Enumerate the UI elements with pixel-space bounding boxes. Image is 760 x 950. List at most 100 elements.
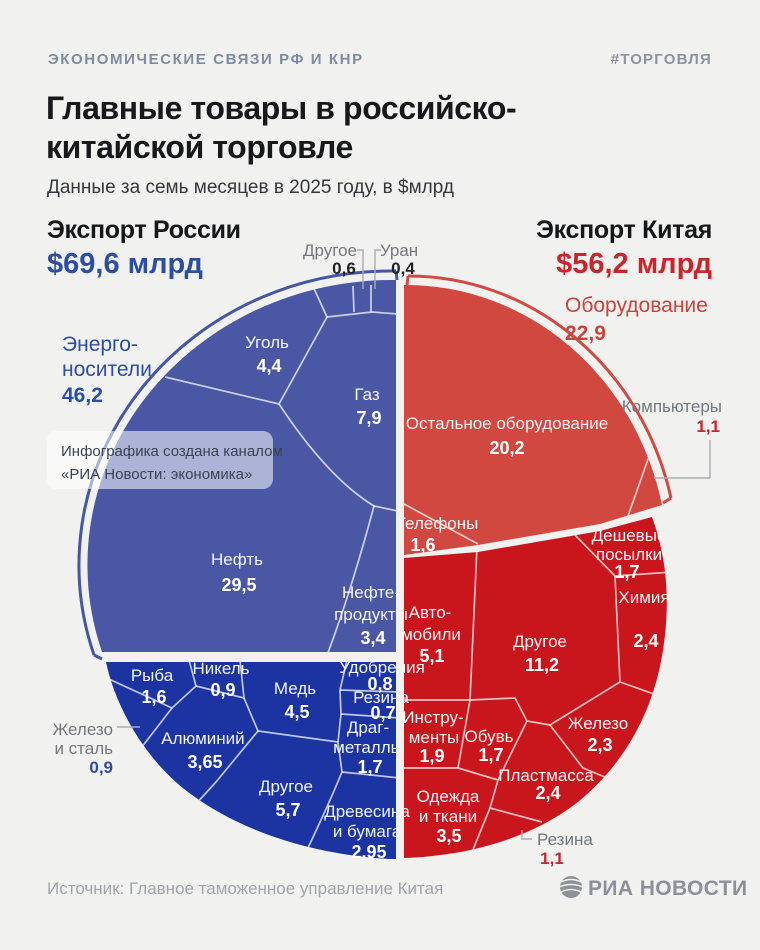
cell-tools-label2: менты (409, 728, 460, 747)
china-export-title: Экспорт Китая (536, 216, 712, 244)
credit-note-line2: «РИА Новости: экономика» (61, 466, 252, 483)
cell-tools-value: 1,9 (419, 746, 444, 766)
china-group-bracket (405, 274, 673, 505)
callout-iron-steel-label2: и сталь (54, 739, 113, 758)
callout-computers-label: Компьютеры (622, 397, 722, 416)
equipment-group-label: Оборудование 22,9 (565, 294, 708, 345)
cell-plastics-value: 2,4 (535, 783, 560, 803)
cell-fish-label: Рыба (131, 666, 174, 685)
credit-note-line1: Инфографика создана каналом (61, 443, 283, 460)
cell-iron-cn-label: Железо (568, 714, 628, 733)
page-title-line2: китайской торговле (46, 129, 353, 165)
cell-oil-products-value: 3,4 (360, 628, 385, 648)
russia-other-cell-boundaries (106, 662, 396, 853)
cell-other-ru-label: Другое (259, 777, 313, 796)
cell-footwear-value: 1,7 (478, 745, 503, 765)
cell-gas-value: 7,9 (356, 408, 381, 428)
cell-chemicals-label: Химия (618, 588, 669, 607)
cell-oil-label: Нефть (211, 550, 263, 569)
callout-iron-steel-value: 0,9 (89, 758, 113, 777)
energy-group-label: Энерго- носители 46,2 (62, 333, 152, 407)
equipment-group-value: 22,9 (565, 322, 606, 345)
china-other-cell-boundaries (404, 533, 667, 853)
cell-plastics-label: Пластмасса (498, 766, 594, 785)
cell-oil-products-label: Нефте- (342, 583, 400, 602)
cell-clothing-value: 3,5 (436, 826, 461, 846)
callout-other-top-label: Другое (303, 241, 357, 260)
cell-copper-value: 4,5 (284, 702, 309, 722)
callout-computers: Компьютеры 1,1 (622, 397, 722, 479)
cell-tools-label: Инстру- (402, 708, 463, 727)
china-other-group (404, 517, 667, 858)
cell-coal-label: Уголь (245, 333, 289, 352)
hashtag: #ТОРГОВЛЯ (611, 51, 712, 68)
callout-rubber-cn-label: Резина (537, 830, 593, 849)
cell-phones-label: Телефоны (396, 514, 479, 533)
kicker: ЭКОНОМИЧЕСКИЕ СВЯЗИ РФ И КНР (48, 51, 364, 68)
cell-gas-label: Газ (354, 385, 380, 404)
china-export-amount: $56,2 млрд (556, 248, 712, 280)
callout-other-top: Другое 0,6 (303, 241, 364, 289)
page-subtitle: Данные за семь месяцев в 2025 году, в $м… (47, 177, 454, 198)
cell-coal-value: 4,4 (256, 356, 281, 376)
russia-energy-cell-boundaries (164, 281, 397, 652)
cell-other-ru-value: 5,7 (275, 800, 300, 820)
cell-aluminum-value: 3,65 (187, 752, 222, 772)
cell-cheap-parcels-label: Дешевые (592, 526, 667, 545)
cell-wood-label2: и бумага (333, 822, 402, 841)
cell-precious-metals-label: Драг- (347, 718, 389, 737)
cell-fertilizers-value: 0,8 (367, 674, 392, 694)
cell-wood-label: Древесина (324, 802, 410, 821)
cell-cars-value: 5,1 (419, 646, 444, 666)
russia-export-amount: $69,6 млрд (47, 248, 203, 280)
cell-aluminum-label: Алюминий (161, 729, 244, 748)
cell-oil-products-label2: продукты (334, 605, 408, 624)
cell-cheap-parcels-label2: посылки (596, 545, 662, 564)
cell-iron-cn-value: 2,3 (587, 735, 612, 755)
cell-other-cn-value: 11,2 (525, 655, 559, 675)
page-title-line1: Главные товары в российско- (46, 90, 516, 126)
callout-rubber-cn: Резина 1,1 (521, 830, 593, 868)
cell-cars-label2: мобили (401, 625, 461, 644)
russia-other-group (106, 662, 396, 859)
cell-other-cn-label: Другое (513, 632, 567, 651)
cell-other-equipment-label: Остальное оборудование (406, 414, 608, 433)
russia-export-title: Экспорт России (47, 216, 241, 244)
callout-iron-steel-label: Железо (53, 720, 113, 739)
ria-logo-text: РИА НОВОСТИ (588, 877, 748, 900)
callout-rubber-cn-value: 1,1 (540, 849, 564, 868)
cell-nickel-label: Никель (192, 659, 249, 678)
cell-fish-value: 1,6 (141, 687, 166, 707)
cell-precious-metals-label2: металлы (333, 738, 403, 757)
callout-computers-value: 1,1 (696, 417, 720, 436)
energy-group-value: 46,2 (62, 384, 103, 407)
cell-cheap-parcels-value: 1,7 (614, 562, 639, 582)
cell-copper-label: Медь (274, 679, 316, 698)
callout-uranium-value: 0,4 (391, 259, 415, 278)
cell-cars-label: Авто- (409, 603, 452, 622)
cell-nickel-value: 0,9 (210, 680, 235, 700)
ria-globe-icon (558, 876, 584, 898)
cell-rubber-ru-value: 0,7 (370, 703, 395, 723)
cell-chemicals-value: 2,4 (633, 631, 658, 651)
equipment-group-label-text: Оборудование (565, 294, 708, 317)
cell-oil-value: 29,5 (221, 575, 256, 595)
cell-phones-value: 1,6 (410, 535, 435, 555)
ria-logo: РИА НОВОСТИ (558, 876, 748, 900)
china-equipment-group (404, 284, 662, 555)
callout-uranium-label: Уран (380, 241, 418, 260)
cell-rubber-ru-label: Резина (353, 688, 409, 707)
russia-group-bracket (77, 269, 399, 661)
callout-other-top-value: 0,6 (332, 259, 356, 278)
china-equipment-cell-boundaries (404, 447, 653, 545)
credit-note: Инфографика создана каналом «РИА Новости… (47, 431, 283, 489)
source-line: Источник: Главное таможенное управление … (47, 879, 443, 898)
cell-clothing-label: Одежда (417, 787, 480, 806)
energy-group-label-line1: Энерго- (62, 333, 138, 356)
cell-fertilizers-label: Удобрения (339, 658, 425, 677)
callout-iron-steel: Железо и сталь 0,9 (53, 720, 140, 777)
callout-uranium: Уран 0,4 (374, 241, 418, 289)
cell-precious-metals-value: 1,7 (357, 757, 382, 777)
